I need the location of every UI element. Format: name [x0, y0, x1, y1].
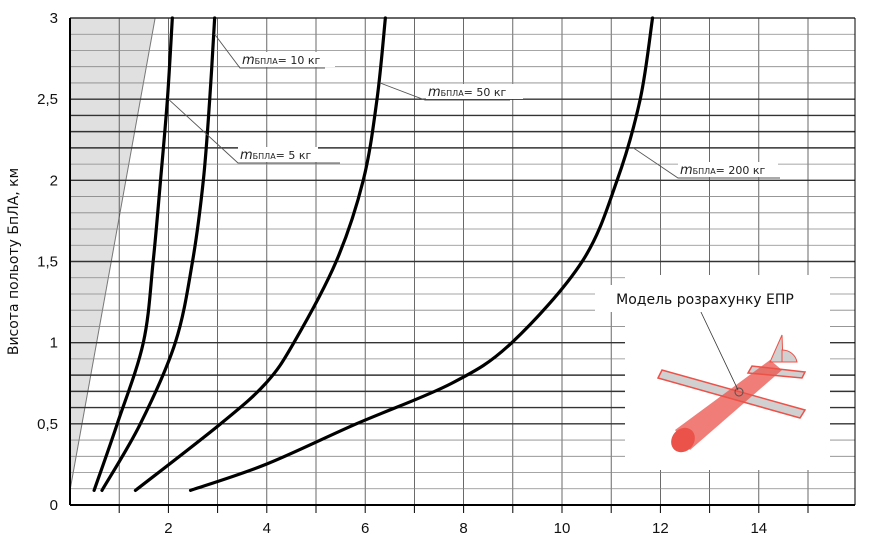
inset-model: Модель розрахунку ЕПР [595, 275, 830, 470]
x-tick-label: 8 [459, 520, 467, 537]
mass-subscript: БПЛА [693, 167, 717, 176]
label-background [240, 52, 335, 67]
curve-label: mБПЛА= 200 кг [680, 163, 766, 178]
x-tick-label: 2 [164, 520, 172, 537]
mass-subscript: БПЛА [441, 89, 465, 98]
label-background [678, 162, 778, 177]
shaded-region-boundary [69, 17, 156, 491]
curve-label: mБПЛА= 50 кг [428, 85, 507, 100]
mass-subscript: БПЛА [253, 152, 277, 161]
curve-series-3 [188, 16, 655, 492]
label-leader-line [633, 147, 780, 179]
x-tick-label: 14 [750, 520, 767, 537]
mass-symbol: m [428, 85, 441, 100]
label-leader-line [214, 33, 325, 69]
x-tick-label: 4 [263, 520, 271, 537]
y-tick-label: 2,5 [37, 91, 58, 108]
y-tick-label: 1,5 [37, 254, 58, 271]
curve-series-2 [133, 16, 387, 492]
label-background [238, 147, 318, 162]
label-leader-line [379, 82, 510, 101]
mass-value: = 50 кг [464, 86, 507, 99]
axes: 2 4 6 8 10 12 14 0 0,5 1 1,5 2 2,5 3 Висота польоту Бп… [6, 10, 856, 537]
uav-model-image [656, 334, 807, 453]
x-tick-label: 12 [652, 520, 669, 537]
label-background [426, 84, 523, 99]
curve-label: mБПЛА= 10 кг [242, 53, 321, 68]
x-tick-label: 10 [554, 520, 571, 537]
y-tick-label: 0,5 [37, 416, 58, 433]
inset-label-box [595, 285, 815, 312]
y-tick-label: 3 [50, 10, 58, 27]
curves [92, 16, 655, 492]
x-tick-label: 6 [361, 520, 369, 537]
y-tick-label: 2 [50, 172, 58, 189]
y-axis-label: Висота польоту БпЛА, км [6, 168, 22, 355]
curve-series-0 [92, 16, 174, 492]
label-leader-line [168, 98, 340, 164]
y-tick-label: 0 [50, 497, 58, 514]
curve-series-1 [100, 16, 217, 492]
curve-label: mБПЛА= 5 кг [240, 148, 312, 163]
mass-symbol: m [240, 148, 253, 163]
shaded-region [69, 17, 156, 491]
mass-value: = 200 кг [716, 164, 766, 177]
inset-leader-line [699, 309, 739, 391]
mass-value: = 5 кг [276, 149, 312, 162]
mass-symbol: m [680, 163, 693, 178]
mass-subscript: БПЛА [255, 57, 279, 66]
y-tick-label: 1 [50, 335, 58, 352]
inset-label: Модель розрахунку ЕПР [616, 292, 794, 308]
mass-value: = 10 кг [278, 54, 321, 67]
mass-symbol: m [242, 53, 255, 68]
